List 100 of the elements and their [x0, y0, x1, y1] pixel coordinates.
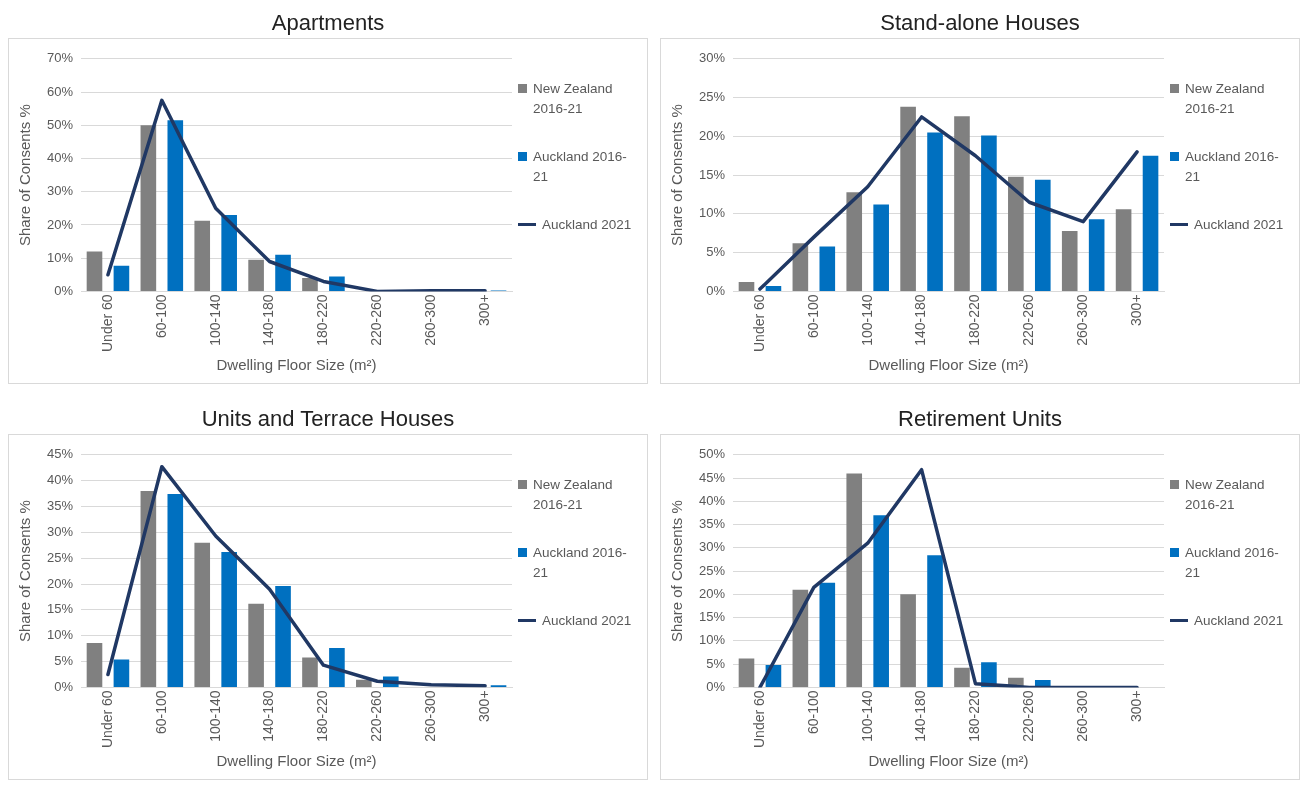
legend-label: New Zealand 2016-21 — [1185, 80, 1266, 118]
bar — [1115, 209, 1132, 291]
y-tick-label: 0% — [54, 678, 74, 694]
y-tick-label: 30% — [46, 523, 74, 539]
x-tick-label: 180-220 — [966, 690, 983, 742]
bar — [873, 515, 889, 687]
x-tick-label: 100-140 — [206, 294, 223, 346]
x-axis-title: Dwelling Floor Size (m²) — [868, 356, 1029, 374]
x-tick-label: 220-260 — [1020, 294, 1037, 346]
y-tick-label: 25% — [698, 89, 726, 105]
bar — [221, 214, 237, 291]
bar — [738, 282, 755, 291]
y-tick-label: 30% — [698, 50, 726, 66]
y-tick-label: 5% — [706, 655, 726, 671]
y-tick-label: 60% — [46, 83, 74, 99]
legend-label: Auckland 2016-21 — [533, 544, 628, 582]
x-tick-label: 60-100 — [804, 690, 821, 734]
y-tick-label: 45% — [698, 469, 726, 485]
x-tick-label: 180-220 — [314, 294, 331, 346]
y-tick-label: 20% — [698, 585, 726, 601]
x-tick-label: 300+ — [475, 294, 492, 326]
x-tick-label: 100-140 — [858, 690, 875, 742]
bar — [954, 116, 970, 291]
bar — [738, 658, 755, 687]
bar — [113, 659, 130, 687]
x-tick-label: 220-260 — [1020, 690, 1037, 742]
y-tick-label: 30% — [46, 183, 74, 199]
y-tick-label: 5% — [54, 653, 74, 669]
y-tick-label: 40% — [46, 150, 74, 166]
legend-label: Auckland 2016-21 — [1185, 544, 1280, 582]
bar — [927, 132, 943, 291]
x-tick-label: 140-180 — [260, 294, 277, 346]
y-tick-label: 30% — [698, 539, 726, 555]
x-tick-label: 300+ — [475, 690, 492, 722]
bar — [86, 642, 103, 687]
y-tick-label: 35% — [698, 516, 726, 532]
bar — [248, 603, 264, 687]
bar — [1034, 179, 1051, 291]
bar — [356, 679, 372, 687]
x-axis-title: Dwelling Floor Size (m²) — [868, 752, 1029, 770]
bar — [140, 490, 157, 687]
y-tick-label: 0% — [706, 282, 726, 298]
y-tick-label: 20% — [46, 575, 74, 591]
legend-label: New Zealand 2016-21 — [533, 80, 614, 118]
y-tick-label: 15% — [46, 601, 74, 617]
y-tick-label: 70% — [46, 50, 74, 66]
bar — [86, 251, 103, 291]
chart-title: Units and Terrace Houses — [200, 405, 456, 433]
x-tick-label: Under 60 — [98, 690, 115, 748]
bar — [167, 494, 184, 687]
y-tick-label: 40% — [698, 492, 726, 508]
bar — [302, 657, 318, 687]
x-tick-label: 100-140 — [858, 294, 875, 346]
y-axis-title: Share of Consents % — [16, 500, 34, 642]
y-tick-label: 0% — [54, 282, 74, 298]
bar — [248, 259, 264, 291]
bar — [1142, 155, 1159, 291]
bar — [1088, 219, 1105, 291]
bar — [1008, 176, 1024, 291]
y-tick-label: 5% — [706, 244, 726, 260]
legend-label: Auckland 2021 — [1194, 216, 1284, 234]
bar — [819, 582, 836, 687]
bar — [900, 106, 916, 291]
bar — [194, 220, 211, 291]
y-axis-title: Share of Consents % — [16, 104, 34, 246]
y-tick-label: 10% — [46, 627, 74, 643]
bar — [954, 667, 970, 687]
x-tick-label: 100-140 — [206, 690, 223, 742]
x-tick-label: 140-180 — [912, 294, 929, 346]
x-tick-label: 60-100 — [152, 294, 169, 338]
y-axis-title: Share of Consents % — [668, 104, 686, 246]
y-tick-label: 15% — [698, 609, 726, 625]
x-tick-label: 260-300 — [422, 294, 439, 346]
y-tick-label: 45% — [46, 446, 74, 462]
legend-label: Auckland 2016-21 — [1185, 148, 1280, 186]
bar — [167, 120, 184, 291]
x-axis-title: Dwelling Floor Size (m²) — [216, 752, 377, 770]
bar — [981, 135, 997, 291]
bar — [765, 285, 782, 291]
bar — [329, 648, 345, 687]
x-tick-label: 140-180 — [912, 690, 929, 742]
x-tick-label: 60-100 — [152, 690, 169, 734]
y-tick-label: 0% — [706, 678, 726, 694]
bar — [927, 555, 943, 687]
legend-label: Auckland 2021 — [1194, 612, 1284, 630]
x-tick-label: 260-300 — [1074, 690, 1091, 742]
y-tick-label: 10% — [698, 205, 726, 221]
bar — [275, 586, 291, 687]
x-tick-label: 300+ — [1127, 690, 1144, 722]
y-tick-label: 15% — [698, 166, 726, 182]
bar — [900, 594, 916, 687]
x-tick-label: Under 60 — [750, 294, 767, 352]
chart-title: Apartments — [270, 9, 386, 37]
x-tick-label: 180-220 — [314, 690, 331, 742]
legend-label: Auckland 2016-21 — [533, 148, 628, 186]
x-tick-label: 180-220 — [966, 294, 983, 346]
bar — [140, 125, 157, 291]
y-tick-label: 50% — [46, 116, 74, 132]
x-tick-label: 220-260 — [368, 690, 385, 742]
x-tick-label: 220-260 — [368, 294, 385, 346]
